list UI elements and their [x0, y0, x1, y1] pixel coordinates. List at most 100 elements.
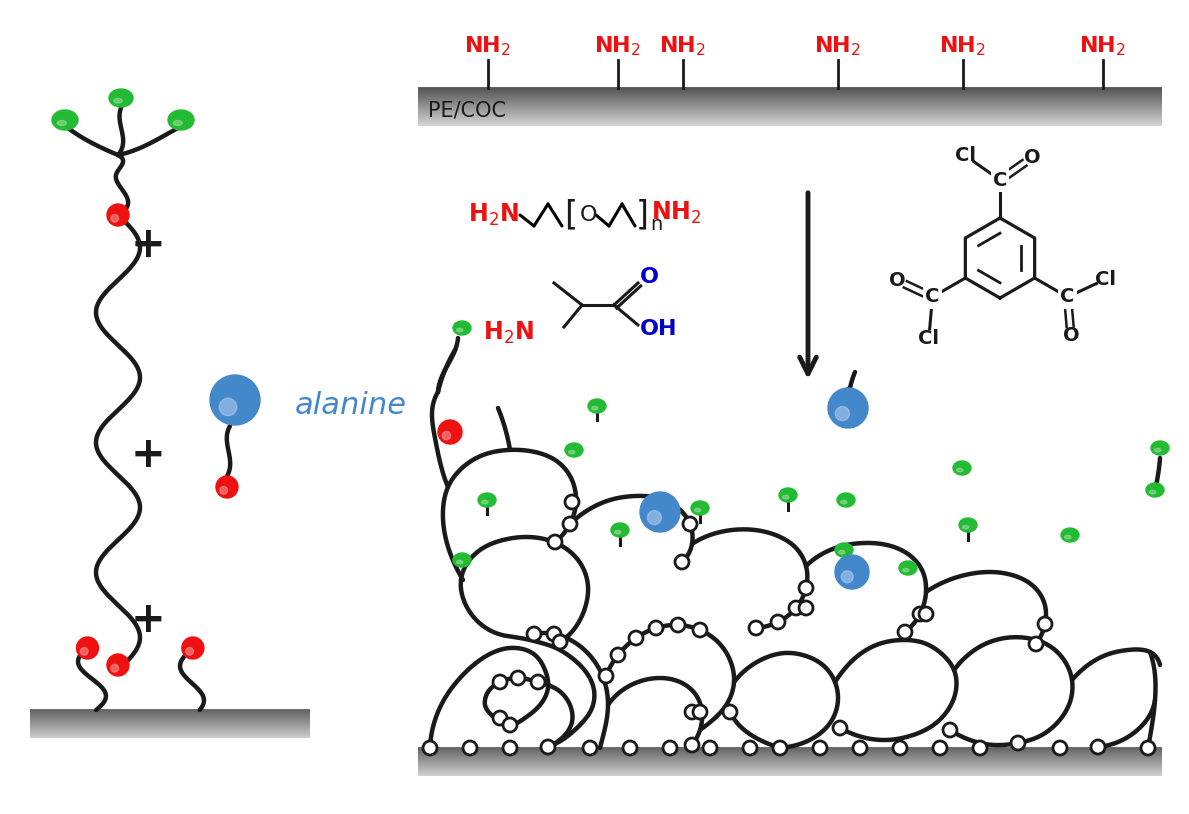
Circle shape — [1053, 741, 1067, 755]
Circle shape — [1028, 637, 1043, 651]
Ellipse shape — [1151, 441, 1169, 455]
Circle shape — [919, 607, 933, 621]
Circle shape — [1141, 741, 1155, 755]
Circle shape — [773, 741, 787, 755]
Ellipse shape — [960, 518, 977, 532]
Circle shape — [442, 431, 451, 440]
Circle shape — [663, 741, 677, 755]
Text: O: O — [580, 205, 598, 225]
Text: H$_2$N: H$_2$N — [468, 202, 518, 228]
Circle shape — [893, 741, 907, 755]
Ellipse shape — [611, 523, 629, 537]
Circle shape — [107, 654, 128, 676]
Text: O: O — [889, 271, 905, 290]
Text: +: + — [131, 434, 165, 476]
Circle shape — [216, 476, 238, 498]
Circle shape — [682, 517, 697, 531]
Circle shape — [565, 495, 579, 509]
Ellipse shape — [453, 321, 471, 335]
Circle shape — [76, 637, 99, 659]
Circle shape — [438, 420, 463, 444]
Circle shape — [111, 664, 119, 672]
Text: Cl: Cl — [918, 330, 939, 348]
Ellipse shape — [691, 501, 709, 515]
Circle shape — [1092, 740, 1105, 754]
Circle shape — [629, 631, 643, 645]
Circle shape — [933, 741, 946, 755]
Circle shape — [703, 741, 717, 755]
Circle shape — [675, 555, 688, 569]
Circle shape — [770, 615, 785, 629]
Ellipse shape — [568, 450, 575, 454]
Ellipse shape — [114, 98, 122, 103]
Circle shape — [723, 705, 737, 719]
Text: +: + — [131, 599, 165, 641]
Ellipse shape — [957, 468, 963, 472]
Circle shape — [564, 517, 577, 531]
Text: n: n — [650, 216, 662, 234]
Ellipse shape — [174, 120, 182, 125]
Circle shape — [599, 669, 614, 683]
Ellipse shape — [453, 553, 471, 567]
Circle shape — [81, 647, 88, 655]
Text: Cl: Cl — [955, 147, 976, 165]
Circle shape — [749, 621, 763, 635]
Circle shape — [647, 510, 661, 524]
Text: +: + — [131, 224, 165, 266]
Circle shape — [463, 741, 477, 755]
Circle shape — [547, 627, 561, 641]
Text: NH$_2$: NH$_2$ — [594, 34, 642, 58]
Circle shape — [835, 555, 869, 589]
Text: C: C — [925, 287, 939, 307]
Circle shape — [640, 492, 680, 532]
Text: NH$_2$: NH$_2$ — [660, 34, 706, 58]
Text: NH$_2$: NH$_2$ — [1080, 34, 1126, 58]
Ellipse shape — [902, 568, 908, 572]
Ellipse shape — [565, 443, 583, 457]
Circle shape — [1011, 736, 1025, 750]
Ellipse shape — [963, 525, 969, 529]
Text: alanine: alanine — [295, 391, 407, 419]
Text: OH: OH — [640, 319, 678, 339]
Ellipse shape — [1155, 449, 1160, 452]
Ellipse shape — [1150, 490, 1156, 494]
Circle shape — [693, 623, 707, 637]
Ellipse shape — [615, 531, 621, 534]
Ellipse shape — [841, 501, 847, 504]
Circle shape — [503, 741, 517, 755]
Circle shape — [973, 741, 987, 755]
Circle shape — [423, 741, 438, 755]
Ellipse shape — [52, 110, 78, 130]
Circle shape — [685, 705, 699, 719]
Ellipse shape — [694, 509, 700, 512]
Text: O: O — [1063, 326, 1080, 345]
Circle shape — [111, 214, 119, 222]
Circle shape — [898, 625, 912, 639]
Ellipse shape — [1146, 483, 1164, 497]
Circle shape — [671, 618, 685, 632]
Circle shape — [553, 635, 567, 649]
Ellipse shape — [837, 493, 855, 507]
Ellipse shape — [457, 328, 463, 332]
Ellipse shape — [57, 120, 67, 125]
Ellipse shape — [838, 550, 845, 554]
Ellipse shape — [899, 561, 917, 575]
Text: ]: ] — [636, 199, 649, 231]
Circle shape — [799, 601, 813, 615]
Ellipse shape — [779, 488, 797, 502]
Circle shape — [799, 581, 813, 595]
Ellipse shape — [835, 543, 853, 557]
Ellipse shape — [478, 493, 496, 507]
Circle shape — [611, 648, 625, 662]
Text: NH$_2$: NH$_2$ — [652, 200, 702, 226]
Circle shape — [833, 721, 847, 735]
Text: NH$_2$: NH$_2$ — [814, 34, 862, 58]
Circle shape — [531, 675, 545, 689]
Circle shape — [813, 741, 828, 755]
Circle shape — [685, 738, 699, 752]
Circle shape — [548, 535, 562, 549]
Ellipse shape — [589, 399, 606, 413]
Text: Cl: Cl — [1095, 269, 1116, 289]
Circle shape — [210, 375, 260, 425]
Circle shape — [511, 671, 526, 685]
